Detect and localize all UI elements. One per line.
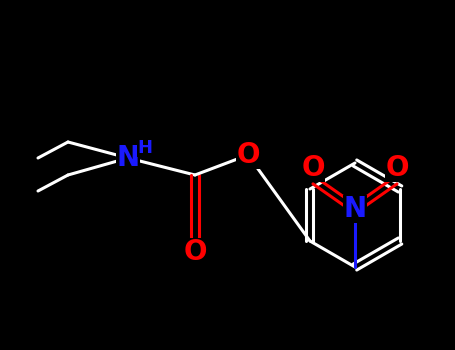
Text: H: H — [137, 139, 152, 157]
Text: O: O — [385, 154, 409, 182]
Text: O: O — [236, 141, 260, 169]
Text: O: O — [301, 154, 325, 182]
Text: N: N — [344, 195, 367, 223]
Text: N: N — [116, 144, 140, 172]
Text: O: O — [183, 238, 207, 266]
